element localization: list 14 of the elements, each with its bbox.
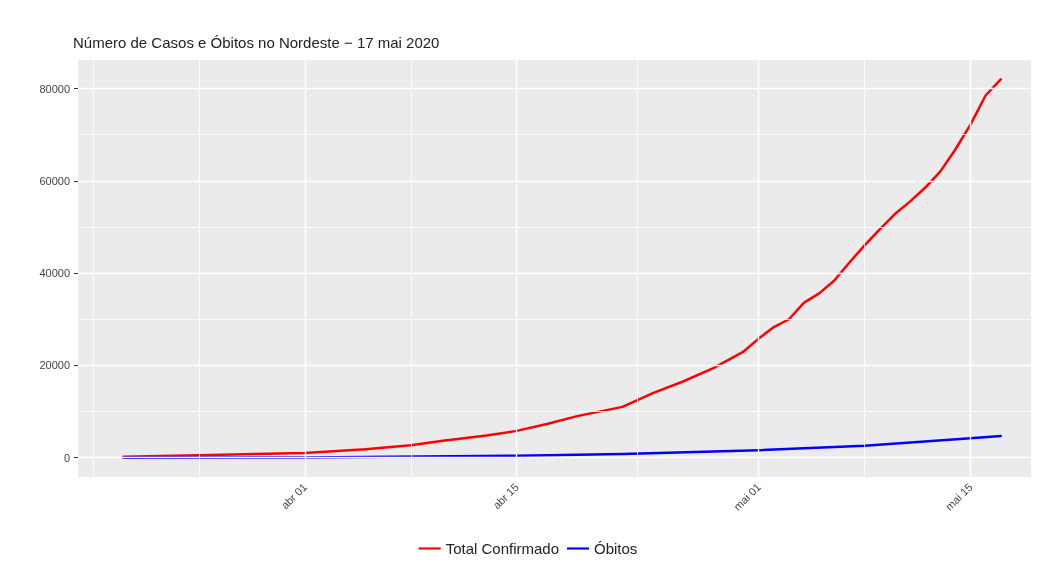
- line-series: [122, 434, 1002, 459]
- y-tick-label: 20000: [39, 359, 70, 372]
- chart-title: Número de Casos e Óbitos no Nordeste − 17 mai 2020: [73, 34, 440, 51]
- y-tick-label: 80000: [39, 82, 70, 95]
- y-tick-label: 0: [63, 451, 70, 464]
- line-series: [122, 78, 1002, 458]
- x-tick-label: mai 01: [731, 480, 763, 513]
- y-tick-label: 60000: [39, 174, 70, 187]
- legend-label: Total Confirmado: [445, 540, 560, 557]
- x-tick-label: mai 15: [942, 480, 975, 513]
- x-tick-label: abr 01: [278, 480, 310, 512]
- legend-label: Óbitos: [594, 540, 638, 557]
- y-tick-label: 40000: [39, 267, 70, 280]
- x-tick-label: abr 15: [490, 480, 521, 512]
